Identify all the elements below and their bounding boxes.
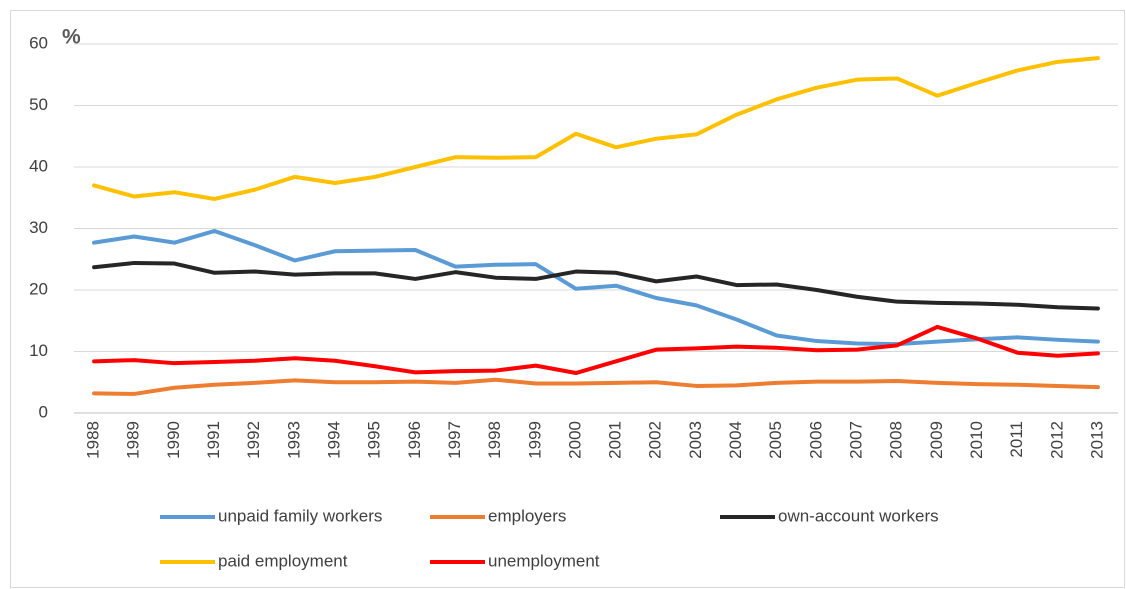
legend-label: unemployment xyxy=(488,551,600,570)
legend-label: employers xyxy=(488,506,566,525)
y-tick-label: 0 xyxy=(39,402,48,421)
series-line xyxy=(92,228,1100,347)
x-tick-label: 2001 xyxy=(606,421,625,459)
y-tick-label: 60 xyxy=(29,33,48,52)
x-tick-label: 1999 xyxy=(525,421,544,459)
series-line xyxy=(92,56,1100,201)
y-tick-label: 40 xyxy=(29,156,48,175)
legend-label: paid employment xyxy=(218,551,348,570)
series-line xyxy=(92,377,1100,396)
x-tick-label: 1990 xyxy=(164,421,183,459)
x-tick-label: 1995 xyxy=(365,421,384,459)
x-tick-label: 1994 xyxy=(324,421,343,459)
x-tick-label: 2012 xyxy=(1047,421,1066,459)
x-tick-label: 1988 xyxy=(84,421,103,459)
x-tick-label: 1992 xyxy=(244,421,263,459)
x-tick-label: 2011 xyxy=(1007,421,1026,458)
x-tick-label: 2010 xyxy=(967,421,986,459)
x-tick-label: 2009 xyxy=(927,421,946,459)
x-tick-label: 1989 xyxy=(124,421,143,459)
x-tick-label: 2004 xyxy=(726,421,745,459)
series-line xyxy=(92,324,1100,376)
x-tick-label: 2005 xyxy=(766,421,785,459)
x-tick-label: 1998 xyxy=(485,421,504,459)
x-tick-label: 2007 xyxy=(846,421,865,459)
x-tick-label: 2000 xyxy=(565,421,584,459)
x-tick-label: 2008 xyxy=(887,421,906,459)
x-tick-label: 2003 xyxy=(686,421,705,459)
y-axis-label: % xyxy=(62,26,81,49)
y-tick-label: 30 xyxy=(29,218,48,237)
legend-label: unpaid family workers xyxy=(218,506,382,525)
y-tick-label: 50 xyxy=(29,95,48,114)
chart-border xyxy=(10,10,1125,588)
legend-label: own-account workers xyxy=(778,506,939,525)
x-tick-label: 1997 xyxy=(445,421,464,459)
x-tick-label: 1996 xyxy=(405,421,424,459)
x-tick-label: 2002 xyxy=(646,421,665,459)
series-line xyxy=(92,260,1100,311)
x-tick-label: 2013 xyxy=(1087,421,1106,459)
x-tick-label: 2006 xyxy=(806,421,825,459)
x-tick-label: 1991 xyxy=(204,421,223,459)
y-tick-label: 10 xyxy=(29,341,48,360)
x-tick-label: 1993 xyxy=(284,421,303,459)
y-tick-label: 20 xyxy=(29,279,48,298)
